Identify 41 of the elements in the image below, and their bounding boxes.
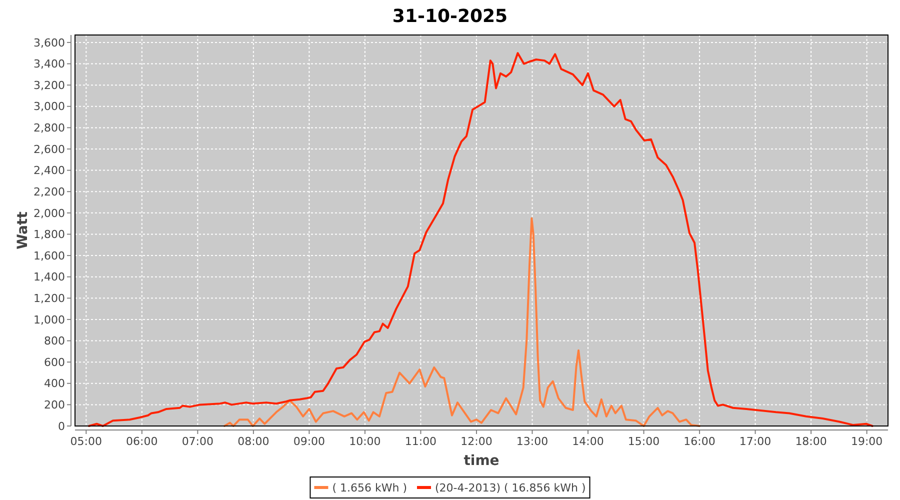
x-tick-label: 14:00 — [572, 435, 604, 448]
y-tick-label: 1,000 — [34, 313, 65, 326]
y-axis-title: Watt — [15, 211, 31, 250]
chart-title: 31-10-2025 — [392, 6, 508, 27]
x-tick-label: 19:00 — [850, 435, 883, 448]
y-tick-label: 400 — [44, 377, 65, 390]
y-tick-label: 1,600 — [34, 249, 65, 262]
legend-label: ( 1.656 kWh ) — [332, 481, 408, 494]
y-tick-label: 2,200 — [34, 185, 65, 198]
y-tick-label: 3,400 — [34, 58, 65, 71]
y-tick-label: 2,800 — [34, 122, 65, 135]
y-tick-label: 2,400 — [34, 164, 65, 178]
x-tick-label: 06:00 — [126, 435, 158, 448]
x-tick-label: 10:00 — [349, 435, 381, 448]
y-tick-label: 1,200 — [34, 292, 65, 306]
y-tick-label: 3,000 — [34, 100, 65, 114]
y-tick-label: 600 — [44, 356, 65, 369]
y-tick-label: 1,400 — [34, 270, 65, 284]
x-axis-title: time — [464, 453, 500, 469]
y-tick-label: 800 — [44, 334, 65, 348]
legend-label: (20-4-2013) ( 16.856 kWh ) — [434, 481, 586, 494]
y-tick-label: 1,800 — [34, 228, 65, 242]
line-series — [88, 52, 874, 427]
x-tick-label: 05:00 — [70, 435, 102, 448]
y-tick-label: 3,600 — [34, 36, 65, 50]
x-tick-label: 09:00 — [293, 435, 326, 448]
y-tick-label: 2,000 — [34, 206, 65, 220]
x-tick-label: 17:00 — [739, 435, 772, 448]
y-tick-label: 2,600 — [34, 142, 65, 156]
x-tick-label: 11:00 — [404, 435, 437, 448]
y-tick-label: 200 — [44, 398, 65, 412]
x-tick-label: 12:00 — [460, 435, 492, 448]
x-tick-label: 13:00 — [516, 435, 548, 448]
x-tick-label: 18:00 — [795, 435, 827, 448]
x-tick-label: 07:00 — [182, 435, 214, 448]
y-tick-label: 3,200 — [34, 78, 65, 92]
x-tick-label: 15:00 — [628, 435, 660, 448]
x-tick-label: 16:00 — [684, 435, 716, 448]
x-tick-label: 08:00 — [238, 435, 270, 448]
line-series — [223, 217, 701, 427]
y-tick-label: 0 — [58, 420, 65, 433]
